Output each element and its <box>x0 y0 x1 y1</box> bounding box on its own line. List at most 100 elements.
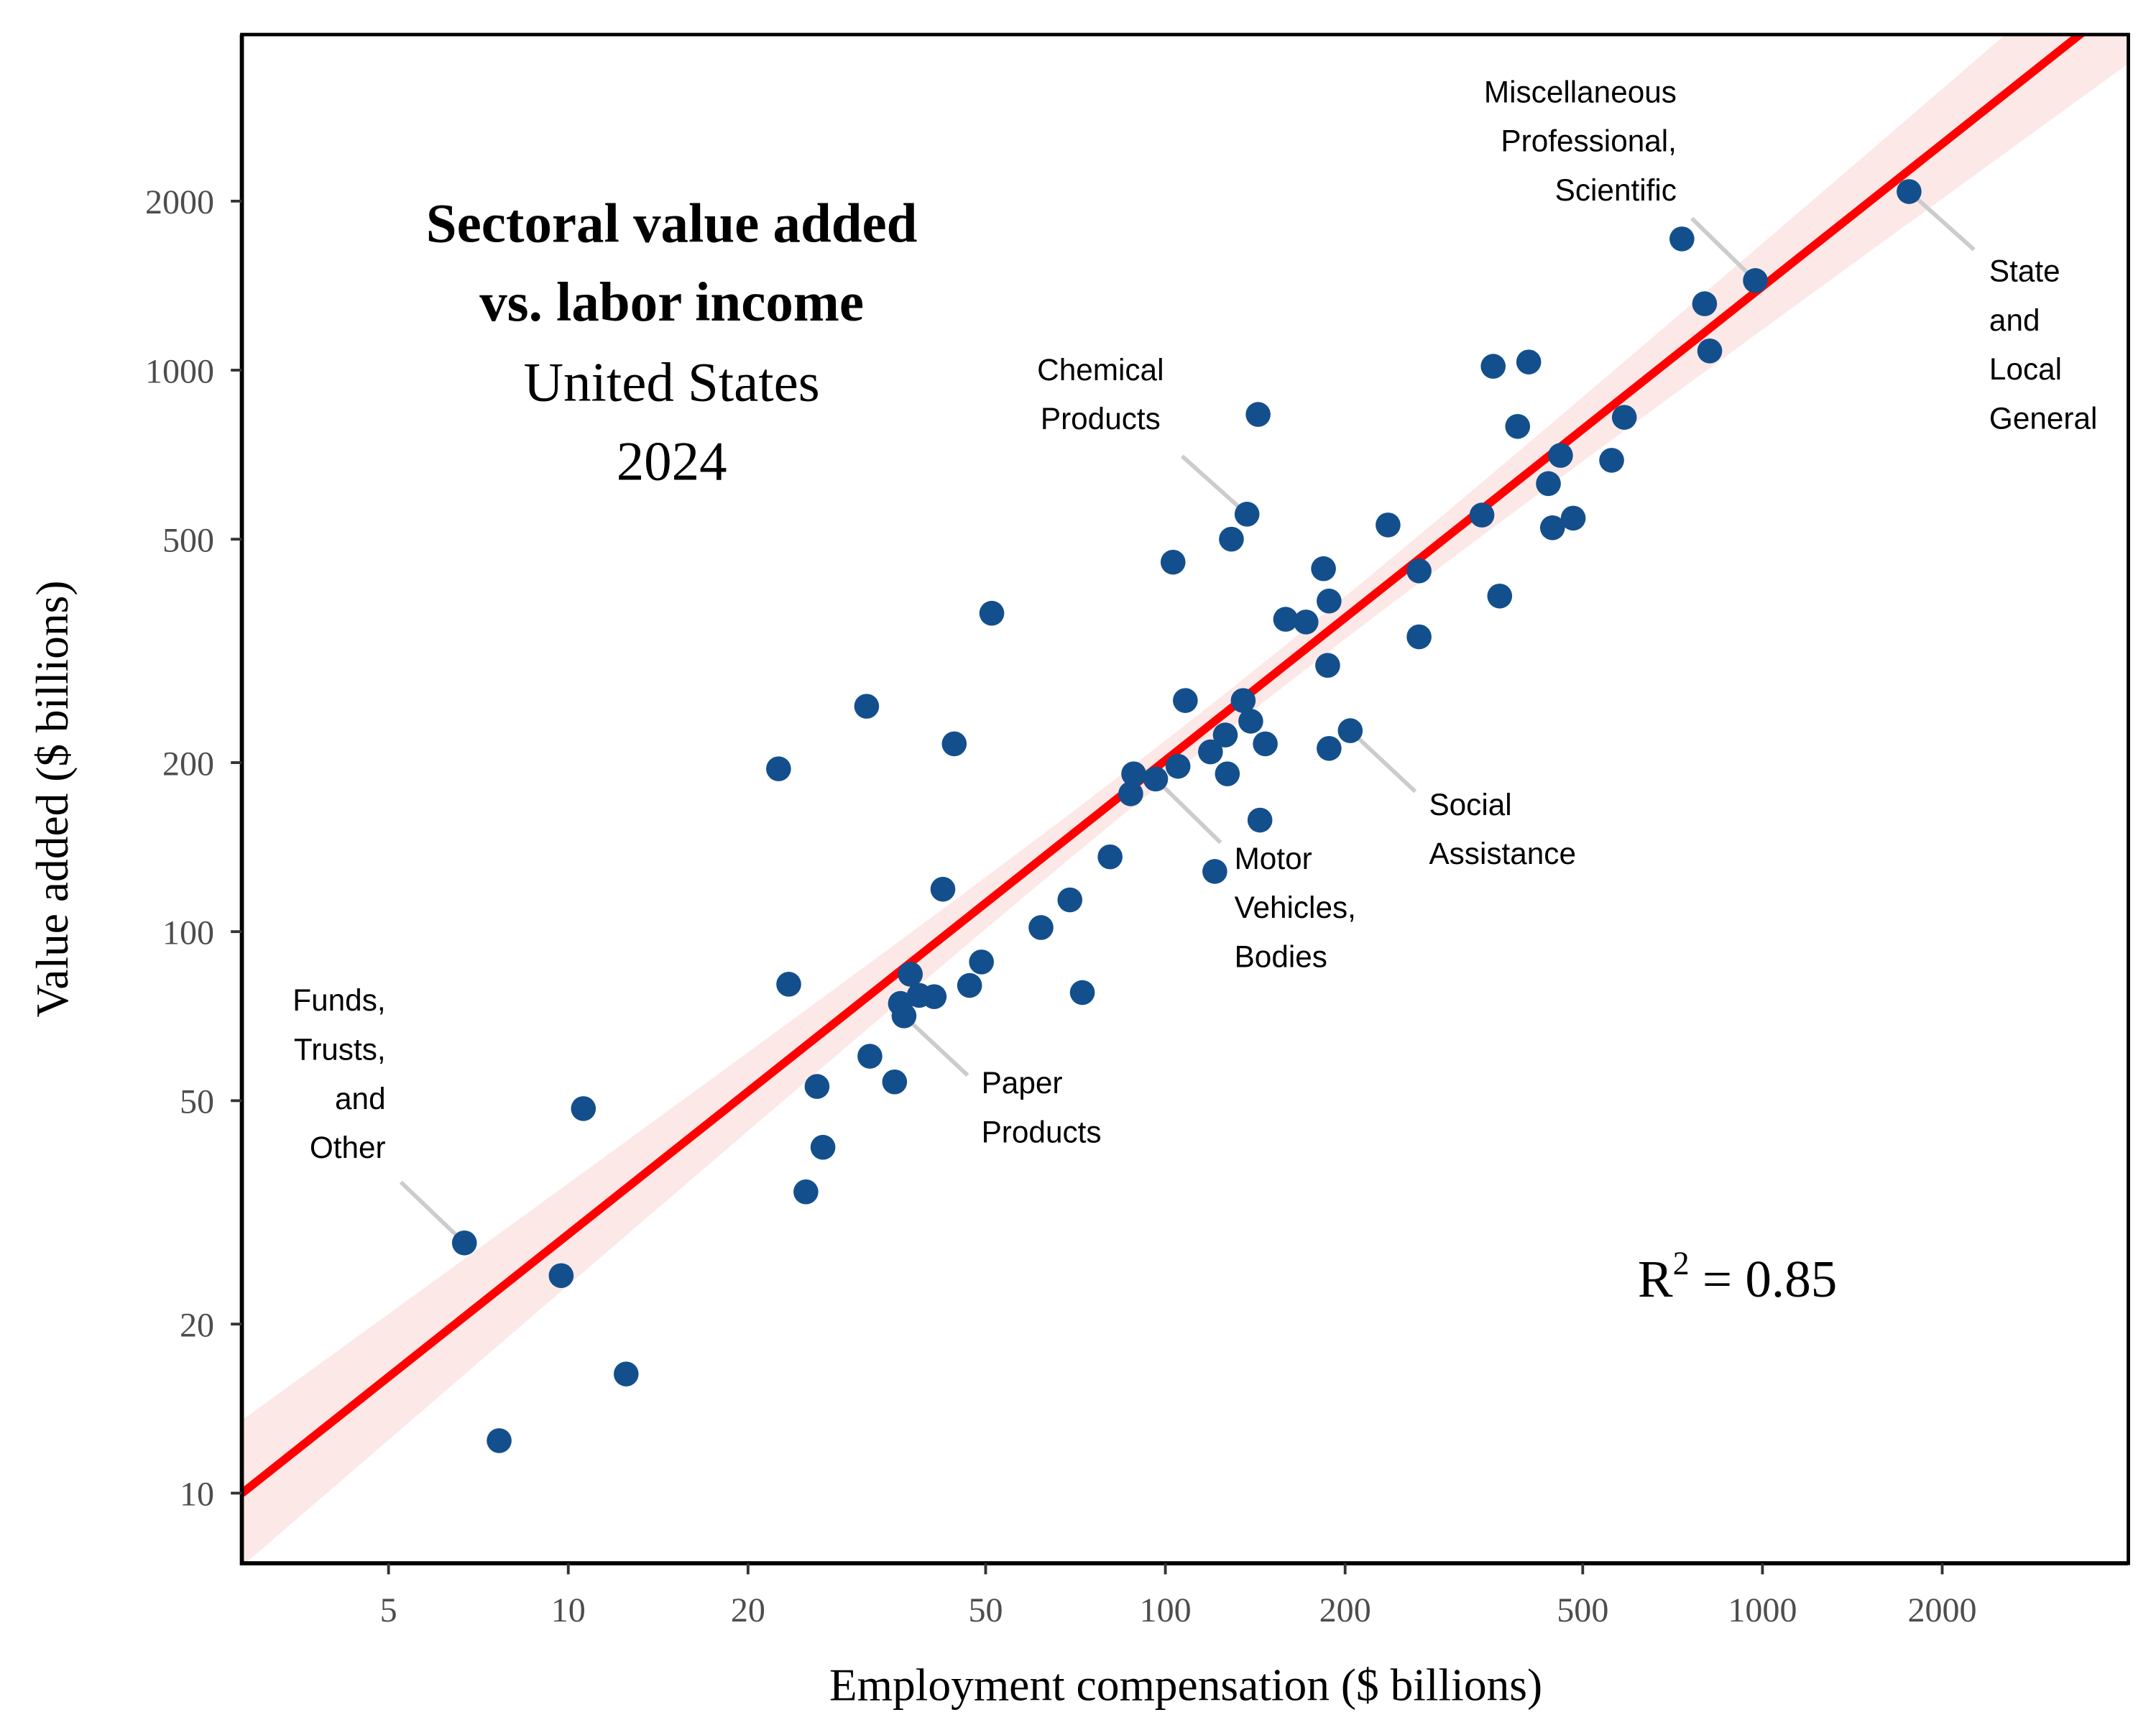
annotations-group: Funds, Trusts, and Other Paper Products Motor V… <box>292 75 2097 1164</box>
data-point <box>1215 761 1240 786</box>
annotation-line: and <box>335 1082 386 1116</box>
annotation-line: Bodies <box>1235 939 1327 973</box>
data-point <box>1406 558 1432 584</box>
data-point <box>1143 766 1169 792</box>
x-tick-label: 10 <box>551 1591 586 1629</box>
annotation-line: Miscellaneous <box>1484 75 1677 109</box>
annotation-line: General <box>1989 401 2097 435</box>
data-point <box>613 1361 639 1386</box>
data-point <box>451 1230 477 1256</box>
y-ticks: 10 20 50 100 200 500 1000 2000 <box>145 183 242 1514</box>
data-point <box>854 694 880 719</box>
data-point <box>1202 859 1227 884</box>
regression-line <box>241 34 2087 1497</box>
data-point <box>1311 556 1336 581</box>
data-point <box>1273 607 1299 632</box>
data-point <box>1121 761 1146 786</box>
y-tick-label: 10 <box>180 1476 214 1514</box>
data-point <box>891 1003 917 1029</box>
data-point <box>1253 731 1278 757</box>
data-point <box>1337 718 1363 743</box>
data-point <box>1317 588 1342 614</box>
data-point <box>1505 413 1531 439</box>
y-tick-label: 200 <box>162 745 214 783</box>
y-tick-label: 1000 <box>145 352 214 390</box>
data-point <box>1692 291 1718 316</box>
data-point <box>941 731 967 757</box>
data-point <box>857 1044 883 1069</box>
leader-line-paper <box>906 1018 969 1077</box>
annotation-line: Trusts, <box>294 1032 386 1066</box>
data-point <box>1315 653 1340 678</box>
annotation-line: Local <box>1989 352 2062 386</box>
data-point <box>1406 624 1432 650</box>
leader-line-motor <box>1158 781 1222 845</box>
data-point <box>1697 338 1723 364</box>
annotation-social: Social Assistance <box>1429 788 1576 870</box>
confidence-band <box>241 34 2129 1563</box>
points-group <box>451 179 1922 1453</box>
data-point <box>793 1179 819 1205</box>
y-axis-label: Value added ($ billions) <box>27 581 78 1018</box>
annotation-state: State and Local General <box>1989 254 2097 436</box>
data-point <box>1160 549 1186 575</box>
fit-line-group <box>241 34 2087 1497</box>
annotation-line: Other <box>310 1131 386 1164</box>
annotation-paper: Paper Products <box>982 1066 1102 1149</box>
data-point <box>1173 688 1198 713</box>
annotation-line: State <box>1989 254 2060 288</box>
data-point <box>930 876 956 902</box>
data-point <box>1548 443 1573 468</box>
x-axis-label: Employment compensation ($ billions) <box>829 1659 1542 1710</box>
plot-border <box>240 32 2130 1565</box>
annotation-misc: Miscellaneous Professional, Scientific <box>1484 75 1677 207</box>
annotation-line: Motor <box>1235 842 1312 875</box>
data-point <box>1539 515 1565 540</box>
x-tick-label: 50 <box>968 1591 1003 1629</box>
data-point <box>1293 610 1319 635</box>
annotation-line: Social <box>1429 788 1511 822</box>
data-point <box>1057 887 1083 913</box>
leader-lines-group <box>399 193 1976 1241</box>
x-tick-label: 20 <box>731 1591 765 1629</box>
data-point <box>898 962 923 987</box>
data-point <box>1245 402 1271 427</box>
data-point <box>1212 722 1238 748</box>
annotation-motor: Motor Vehicles, Bodies <box>1235 842 1356 974</box>
data-point <box>1317 735 1342 761</box>
r-squared-label: R2 = 0.85 <box>1638 1245 1837 1308</box>
chart-title-line-1: Sectoral value added <box>426 193 918 254</box>
data-point <box>1480 354 1506 379</box>
data-point <box>1611 405 1637 430</box>
data-point <box>1560 505 1586 531</box>
data-point <box>1028 915 1054 940</box>
data-point <box>1097 844 1123 870</box>
x-tick-label: 500 <box>1557 1591 1608 1629</box>
data-point <box>1198 739 1223 765</box>
data-point <box>1897 179 1922 204</box>
data-point <box>810 1134 836 1160</box>
x-tick-label: 1000 <box>1728 1591 1797 1629</box>
x-tick-label: 2000 <box>1907 1591 1976 1629</box>
data-point <box>1669 226 1695 252</box>
annotation-line: Products <box>982 1115 1102 1149</box>
y-tick-label: 50 <box>180 1083 214 1121</box>
data-point <box>1487 583 1513 609</box>
data-point <box>766 756 791 781</box>
annotation-line: Paper <box>982 1066 1063 1100</box>
data-point <box>1069 980 1095 1006</box>
data-point <box>1230 688 1256 713</box>
data-point <box>1238 709 1263 734</box>
confidence-band-group <box>241 34 2129 1563</box>
data-point <box>1536 471 1561 497</box>
leader-line-funds <box>399 1180 462 1241</box>
x-tick-label: 200 <box>1319 1591 1371 1629</box>
annotation-line: Assistance <box>1429 837 1576 870</box>
data-point <box>969 949 994 975</box>
chart-subtitle-year: 2024 <box>617 430 727 492</box>
leader-line-chemical <box>1180 454 1245 512</box>
annotation-line: Professional, <box>1501 124 1677 158</box>
annotation-line: Products <box>1041 402 1161 436</box>
x-tick-label: 5 <box>380 1591 397 1629</box>
x-tick-label: 100 <box>1140 1591 1192 1629</box>
